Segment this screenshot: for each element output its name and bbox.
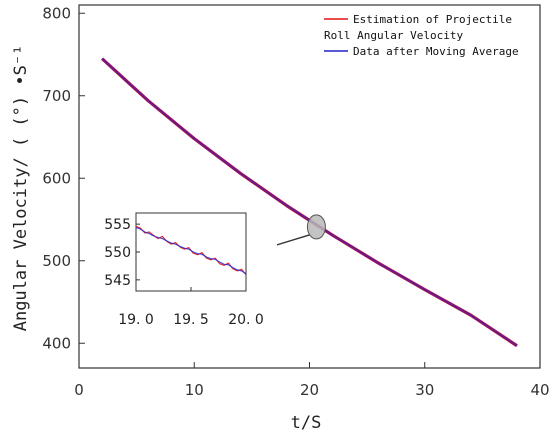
- inset-x-tick-label: 19. 0: [118, 312, 154, 328]
- x-tick-label: 40: [530, 381, 549, 399]
- x-axis-label: t/S: [291, 413, 322, 433]
- y-tick-label: 500: [42, 252, 71, 270]
- main-axis-ticks: [78, 12, 541, 368]
- inset-tick-labels: 19. 0 19. 5 20. 0 545 550 555: [104, 217, 264, 328]
- legend-label-moving-average: Data after Moving Average: [353, 45, 519, 58]
- inset-series-line-moving-average: [135, 226, 247, 275]
- inset-plot: 19. 0 19. 5 20. 0 545 550 555: [90, 206, 277, 342]
- y-tick-label: 700: [42, 87, 71, 105]
- x-tick-label: 20: [300, 381, 319, 399]
- y-tick-label: 400: [42, 334, 71, 352]
- x-tick-label: 30: [415, 381, 434, 399]
- inset-x-tick-label: 19. 5: [173, 312, 209, 328]
- main-tick-labels: 0 10 20 30 40 400 500 600 700 800: [42, 4, 549, 399]
- legend-label-estimate-line1: Estimation of Projectile: [353, 13, 512, 26]
- inset-y-tick-label: 545: [104, 273, 131, 289]
- inset-axis-ticks: [135, 223, 247, 291]
- x-tick-label: 0: [74, 381, 84, 399]
- y-axis-label: Angular Velocity/ ( (°) •S⁻¹: [11, 45, 31, 332]
- legend: Estimation of Projectile Roll Angular Ve…: [324, 13, 519, 58]
- magnifier-ellipse: [306, 214, 326, 240]
- inset-y-tick-label: 555: [104, 217, 131, 233]
- inset-y-tick-label: 550: [104, 245, 131, 261]
- legend-label-estimate-line2: Roll Angular Velocity: [324, 29, 463, 42]
- y-tick-label: 800: [42, 4, 71, 22]
- y-tick-label: 600: [42, 169, 71, 187]
- inset-series-group: [135, 225, 247, 276]
- x-tick-label: 10: [185, 381, 204, 399]
- inset-x-tick-label: 20. 0: [228, 312, 264, 328]
